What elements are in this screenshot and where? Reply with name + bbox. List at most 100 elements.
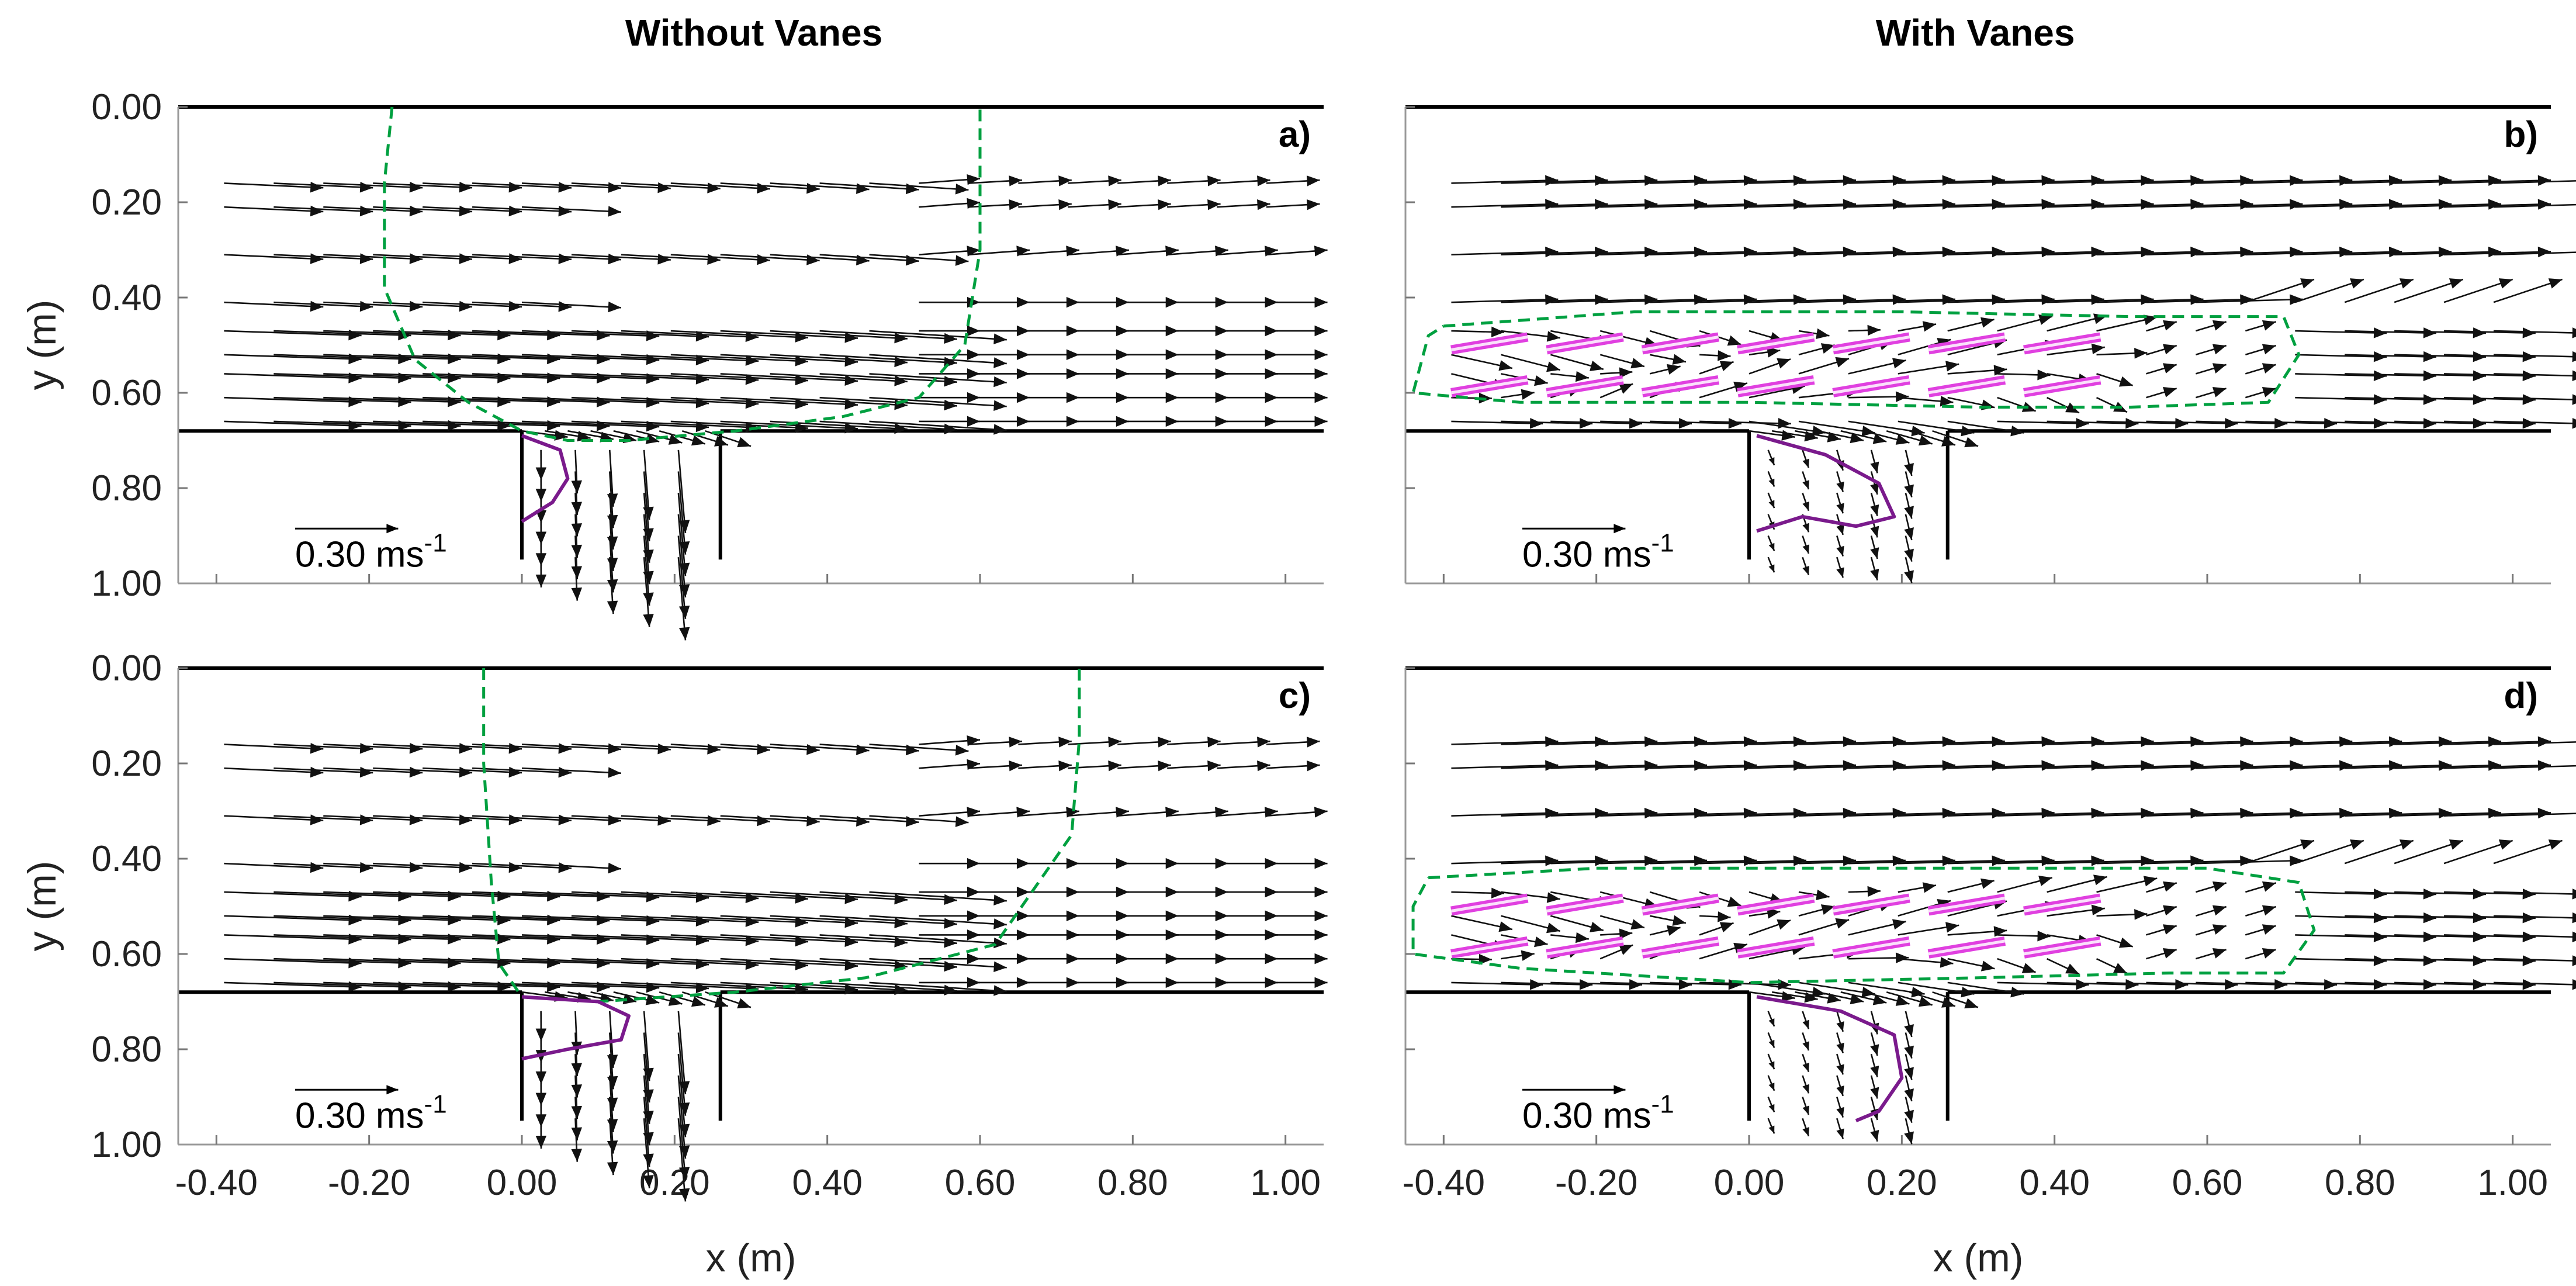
arrowhead (1498, 921, 1512, 932)
arrowhead (993, 937, 1007, 949)
arrowhead (993, 333, 1007, 344)
arrowhead (1314, 392, 1328, 403)
arrowhead (2190, 199, 2204, 210)
velocity-arrow (224, 815, 324, 821)
arrowhead (608, 301, 621, 313)
velocity-arrow (571, 330, 709, 338)
arrowhead (1595, 760, 1608, 771)
arrowhead (2041, 807, 2055, 819)
arrowhead (359, 742, 373, 754)
arrowhead (745, 397, 759, 409)
arrowhead (714, 436, 728, 447)
arrowhead (695, 354, 709, 366)
velocity-arrow (1749, 251, 1856, 255)
velocity-arrow (2196, 764, 2303, 769)
arrowhead (1595, 807, 1608, 819)
velocity-arrow (224, 354, 362, 360)
velocity-arrow (869, 254, 969, 262)
panel-a: 0.00 0.20 0.40 0.60 0.80 1.00 a) 0.30 ms-1 (91, 87, 1328, 641)
vane-highlight (1833, 378, 1910, 395)
arrowhead (2400, 839, 2414, 850)
velocity-arrow (2196, 812, 2303, 817)
velocity-arrow (521, 815, 621, 822)
arrowhead (359, 814, 373, 825)
arrowhead (1802, 1105, 1809, 1115)
arrowhead (1314, 246, 1328, 257)
velocity-arrow (1451, 764, 1559, 769)
arrowhead (310, 181, 324, 193)
arrowhead (1836, 1128, 1844, 1139)
arrowhead (967, 246, 980, 257)
arrowhead (2373, 418, 2387, 429)
velocity-arrow (373, 354, 511, 360)
arrowhead (1827, 993, 1841, 1004)
velocity-arrow (1699, 764, 1807, 769)
velocity-arrow (373, 396, 511, 403)
velocity-arrow (373, 915, 511, 921)
arrowhead (1870, 504, 1879, 516)
velocity-arrow (819, 915, 957, 925)
velocity-arrow (373, 815, 473, 821)
arrowhead (2190, 294, 2204, 305)
velocity-arrow (1501, 179, 1608, 184)
x-tick-label: 1.00 (1250, 1163, 1321, 1203)
velocity-arrow (2146, 859, 2253, 865)
arrowhead (1942, 760, 1955, 771)
arrowhead (409, 300, 423, 312)
arrowhead (1629, 418, 1643, 429)
velocity-arrow (571, 815, 671, 822)
arrowhead (2473, 912, 2486, 924)
velocity-arrow (2345, 981, 2437, 986)
arrowhead (668, 434, 683, 445)
arrowhead (1836, 1086, 1844, 1096)
arrowhead (2438, 760, 2452, 771)
arrowhead (2572, 931, 2576, 943)
y-tick-label: 0.60 (91, 373, 162, 413)
arrowhead (967, 198, 980, 209)
velocity-arrow (1451, 981, 1543, 986)
arrowhead (1964, 437, 1978, 448)
x-axis-label: x (m) (706, 1236, 797, 1280)
velocity-arrow (323, 301, 423, 308)
arrowhead (1718, 350, 1731, 361)
arrowhead (2373, 370, 2387, 382)
velocity-arrow (1798, 203, 1906, 208)
velocity-arrow (2295, 891, 2387, 896)
arrowhead (1861, 987, 1875, 998)
velocity-arrow (770, 182, 870, 191)
velocity-arrow (323, 815, 423, 821)
arrowhead (691, 996, 705, 1007)
arrowhead (806, 183, 820, 194)
arrowhead (1595, 175, 1608, 186)
velocity-arrow (2345, 203, 2452, 208)
arrowhead (2091, 807, 2104, 819)
velocity-arrow (1898, 859, 2005, 865)
arrowhead (2212, 320, 2227, 331)
arrowhead (1895, 995, 1910, 1006)
arrowhead (2041, 855, 2055, 866)
arrowhead (2240, 855, 2253, 866)
arrowhead (1743, 175, 1757, 186)
arrowhead (2373, 955, 2387, 966)
arrowhead (2473, 327, 2486, 338)
velocity-arrow (2295, 251, 2402, 255)
velocity-arrow (1650, 298, 1757, 303)
velocity-arrow (2394, 957, 2486, 962)
arrowhead (757, 744, 770, 755)
arrowhead (2498, 839, 2513, 850)
arrowhead (1058, 737, 1072, 748)
arrowhead (1768, 564, 1775, 573)
arrowhead (2373, 979, 2387, 990)
velocity-arrow (472, 981, 610, 988)
velocity-arrow (621, 815, 721, 822)
arrowhead (1546, 361, 1560, 372)
velocity-arrow (869, 373, 1007, 383)
arrowhead (2240, 736, 2253, 748)
arrowhead (2134, 348, 2148, 359)
arrowhead (2041, 294, 2055, 305)
arrowhead (2212, 905, 2227, 916)
velocity-arrow (224, 981, 362, 988)
recirculation-zone (521, 995, 631, 1061)
arrowhead (607, 579, 618, 593)
velocity-arrow (423, 206, 522, 213)
